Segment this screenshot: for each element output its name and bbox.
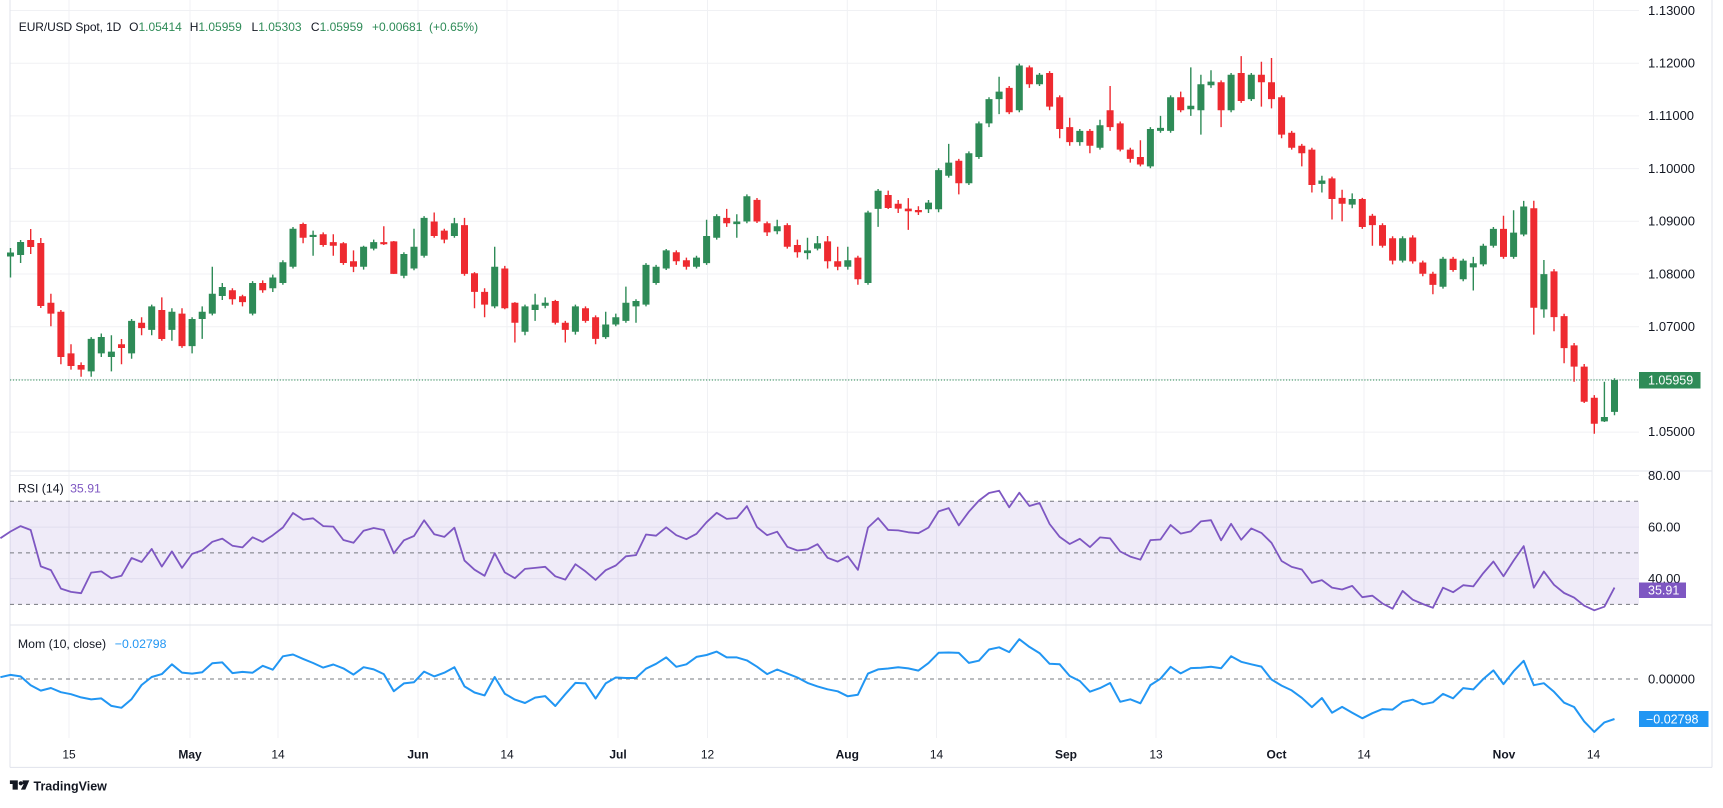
svg-text:TradingView: TradingView	[34, 779, 108, 793]
svg-text:35.91: 35.91	[1648, 584, 1679, 598]
svg-text:Aug: Aug	[836, 748, 859, 762]
svg-text:1.09000: 1.09000	[1648, 214, 1695, 229]
svg-text:Sep: Sep	[1055, 748, 1077, 762]
svg-text:1.08000: 1.08000	[1648, 266, 1695, 281]
svg-text:Jul: Jul	[609, 748, 626, 762]
svg-text:14: 14	[500, 748, 514, 762]
svg-text:1.05959: 1.05959	[1648, 374, 1693, 388]
svg-text:L1.05303: L1.05303	[252, 20, 302, 34]
svg-text:−0.02798: −0.02798	[115, 637, 167, 651]
svg-text:EUR/USD Spot, 1D: EUR/USD Spot, 1D	[19, 20, 122, 34]
svg-text:H1.05959: H1.05959	[190, 20, 242, 34]
svg-text:15: 15	[62, 748, 76, 762]
svg-text:Jun: Jun	[407, 748, 428, 762]
svg-text:40.00: 40.00	[1648, 571, 1681, 586]
svg-text:14: 14	[1587, 748, 1601, 762]
svg-text:+0.00681 (+0.65%): +0.00681 (+0.65%)	[372, 20, 478, 34]
svg-text:1.12000: 1.12000	[1648, 56, 1695, 71]
svg-text:60.00: 60.00	[1648, 519, 1681, 534]
svg-text:1.07000: 1.07000	[1648, 319, 1695, 334]
svg-text:14: 14	[930, 748, 944, 762]
svg-text:14: 14	[1357, 748, 1371, 762]
svg-text:1.05000: 1.05000	[1648, 424, 1695, 439]
svg-text:1.11000: 1.11000	[1648, 108, 1694, 123]
svg-text:C1.05959: C1.05959	[311, 20, 363, 34]
svg-text:May: May	[178, 748, 202, 762]
svg-text:12: 12	[701, 748, 715, 762]
svg-text:RSI (14): RSI (14)	[18, 482, 64, 496]
svg-text:1.13000: 1.13000	[1648, 3, 1695, 18]
svg-text:0.00000: 0.00000	[1648, 671, 1695, 686]
svg-text:80.00: 80.00	[1648, 468, 1681, 483]
svg-text:35.91: 35.91	[70, 482, 101, 496]
svg-text:Nov: Nov	[1493, 748, 1516, 762]
svg-text:14: 14	[271, 748, 285, 762]
svg-text:−0.02798: −0.02798	[1646, 712, 1699, 726]
svg-text:Mom (10, close): Mom (10, close)	[18, 637, 106, 651]
svg-text:13: 13	[1149, 748, 1163, 762]
svg-text:Oct: Oct	[1266, 748, 1286, 762]
svg-text:1.10000: 1.10000	[1648, 161, 1695, 176]
svg-text:O1.05414: O1.05414	[129, 20, 182, 34]
